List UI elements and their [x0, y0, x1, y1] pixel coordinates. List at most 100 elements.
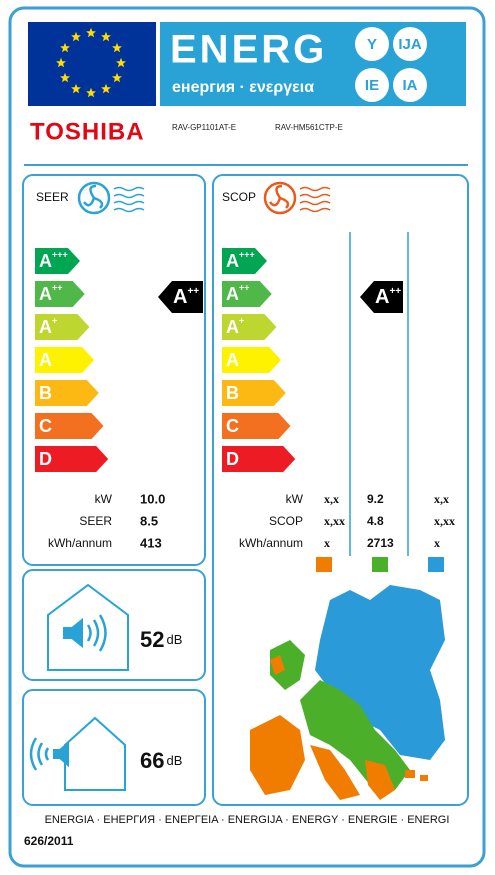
row-label: kW — [95, 492, 113, 506]
class-label: A+++ — [226, 250, 255, 271]
class-label: D — [226, 449, 239, 469]
suffix-circle — [393, 27, 427, 61]
row-label: SEER — [79, 514, 112, 528]
star — [112, 72, 122, 83]
class-arrow — [35, 347, 95, 373]
footer-languages: ENERGIA · ЕНЕРГИЯ · ΕΝΕΡΓΕΙΑ · ENERGIJA … — [45, 814, 450, 826]
class-arrow — [35, 314, 90, 340]
class-label: A+ — [39, 316, 57, 337]
row-value: 10.0 — [140, 491, 165, 506]
heating-panel — [212, 174, 469, 806]
energy-word: ENERG — [170, 28, 327, 72]
class-arrow — [222, 380, 286, 406]
class-label-letter: A — [226, 284, 239, 304]
class-label: A+++ — [39, 250, 68, 271]
class-label: A++ — [39, 283, 63, 304]
class-label: A++ — [226, 283, 250, 304]
rating-label-letter: A — [173, 286, 187, 308]
cooling-fan-icon — [77, 181, 145, 215]
class-label-sup: ++ — [52, 283, 63, 293]
class-arrow — [35, 380, 99, 406]
star — [86, 87, 96, 98]
class-label: C — [226, 416, 239, 436]
star — [71, 31, 81, 42]
class-label: B — [39, 383, 52, 403]
rating-arrow — [158, 281, 203, 313]
class-label: B — [226, 383, 239, 403]
cooling-label: SEER — [36, 190, 69, 204]
rating-label-sup: ++ — [389, 286, 401, 297]
class-label: A — [226, 350, 239, 370]
class-label-letter: C — [226, 416, 239, 436]
class-label: A — [39, 350, 52, 370]
class-label-letter: A — [39, 317, 52, 337]
class-label-letter: A — [226, 350, 239, 370]
noise-outdoor-panel — [22, 689, 206, 806]
class-arrow — [222, 314, 277, 340]
row-value: 413 — [140, 535, 162, 550]
rating-arrow — [360, 281, 403, 313]
star — [71, 83, 81, 94]
class-label-letter: B — [39, 383, 52, 403]
regulation: 626/2011 — [24, 834, 74, 848]
rating-label: A++ — [173, 286, 199, 309]
row-value: x,x — [324, 492, 339, 506]
class-arrow — [222, 248, 267, 274]
row-label: kWh/annum — [48, 536, 112, 550]
suffix: IJA — [398, 36, 422, 53]
model-indoor: RAV-GP1101AT-E — [172, 123, 236, 132]
row-label: kW — [286, 492, 304, 506]
noise-unit: dB — [166, 632, 182, 647]
star — [60, 42, 70, 53]
class-arrow — [35, 281, 85, 307]
noise-unit: dB — [166, 753, 182, 768]
row-value: x,xx — [434, 514, 455, 528]
noise-value: 52 — [140, 627, 164, 652]
row-value: 8.5 — [140, 513, 158, 528]
star — [56, 57, 66, 68]
class-arrow — [35, 413, 104, 439]
suffix: IE — [365, 77, 379, 94]
zone-swatch — [316, 557, 332, 572]
row-value: 9.2 — [367, 492, 384, 506]
model-outdoor: RAV-HM561CTP-E — [275, 123, 343, 132]
class-arrow — [35, 248, 80, 274]
class-label-sup: +++ — [239, 250, 255, 260]
zone-swatch — [372, 557, 388, 572]
noise-value: 66 — [140, 748, 164, 773]
star — [101, 83, 111, 94]
star — [116, 57, 126, 68]
class-label-letter: A — [39, 251, 52, 271]
row-value: x — [434, 536, 440, 550]
suffix-circle — [393, 68, 427, 102]
class-arrow — [35, 446, 109, 472]
class-label-letter: A — [39, 350, 52, 370]
class-arrow — [222, 281, 272, 307]
class-label-letter: D — [39, 449, 52, 469]
zone-swatch — [428, 557, 444, 572]
star — [101, 31, 111, 42]
suffix-circle — [355, 27, 389, 61]
row-value: 2713 — [367, 536, 394, 550]
energy-subtitle: енергия · ενεργεια — [172, 79, 314, 96]
class-label-sup: + — [239, 316, 244, 326]
outdoor-noise-icon — [29, 716, 126, 791]
row-value: 4.8 — [367, 514, 384, 528]
class-label-letter: A — [226, 317, 239, 337]
class-label: C — [39, 416, 52, 436]
rating-label: A++ — [375, 286, 401, 309]
row-label: SCOP — [269, 514, 303, 528]
europe-map — [250, 585, 445, 800]
star — [112, 42, 122, 53]
heating-label: SCOP — [222, 190, 256, 204]
class-label-letter: D — [226, 449, 239, 469]
class-label-letter: A — [39, 284, 52, 304]
row-label: kWh/annum — [239, 536, 303, 550]
class-label-sup: + — [52, 316, 57, 326]
row-value: x,x — [434, 492, 449, 506]
noise-level: 66 dB — [140, 748, 182, 773]
star — [60, 72, 70, 83]
class-label-sup: ++ — [239, 283, 250, 293]
class-label-sup: +++ — [52, 250, 68, 260]
